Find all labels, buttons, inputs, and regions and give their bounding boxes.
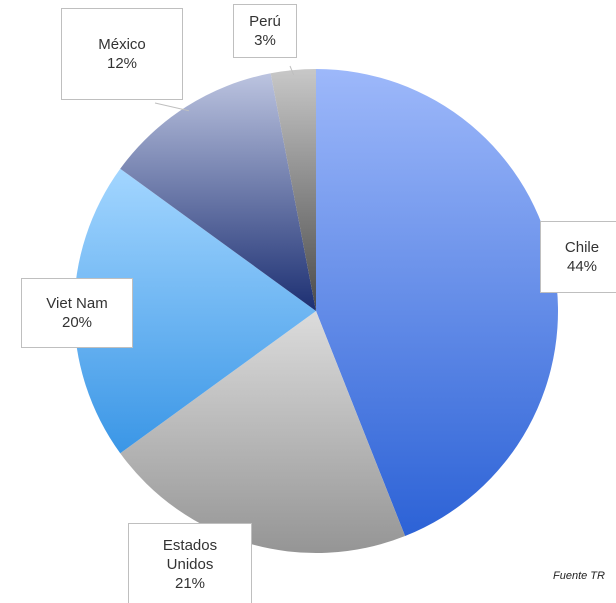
data-label: México 12% bbox=[61, 8, 183, 100]
label-value: 12% bbox=[106, 55, 138, 72]
pie-slice bbox=[74, 168, 316, 454]
leader-line bbox=[289, 65, 295, 76]
label-value: 21% bbox=[174, 574, 206, 592]
pie-slice bbox=[120, 311, 406, 553]
source-note: Fuente TR bbox=[553, 570, 605, 582]
label-category: Estados Unidos bbox=[162, 536, 218, 573]
label-category: Perú bbox=[249, 13, 281, 30]
label-value: 20% bbox=[61, 314, 93, 331]
label-value: 44% bbox=[566, 258, 598, 275]
pie-slice bbox=[270, 69, 316, 311]
pie-slice bbox=[316, 69, 559, 537]
label-category: Chile bbox=[564, 239, 600, 256]
data-label: Chile 44% bbox=[540, 221, 616, 293]
label-value: 3% bbox=[254, 32, 276, 49]
data-label: Perú 3% bbox=[233, 4, 297, 58]
data-label: Viet Nam 20% bbox=[21, 278, 133, 348]
data-label: Estados Unidos 21% bbox=[128, 523, 252, 603]
label-category: México bbox=[98, 36, 146, 53]
leader-line bbox=[154, 102, 190, 112]
pie-slice bbox=[120, 73, 316, 311]
label-category: Viet Nam bbox=[46, 295, 108, 312]
